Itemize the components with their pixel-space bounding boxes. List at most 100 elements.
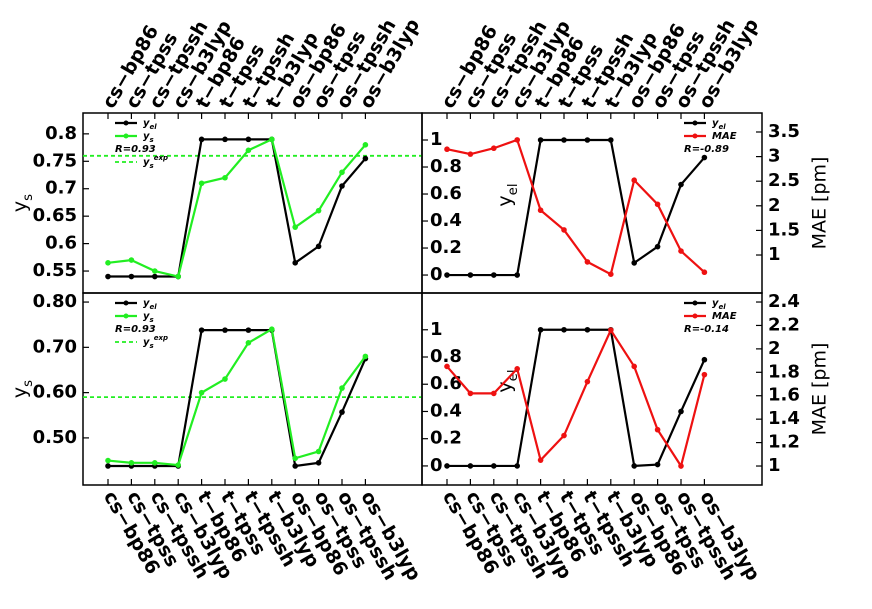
y-tick-label: 0.4	[430, 210, 462, 231]
data-point	[654, 201, 661, 208]
annotation: R=-0.14	[684, 324, 729, 335]
y2-tick-label: 1.5	[768, 219, 800, 240]
label-sub: el	[719, 123, 727, 131]
annotation: R=-0.89	[684, 144, 729, 155]
plot-frame	[421, 292, 763, 486]
data-point	[467, 272, 474, 278]
data-point	[245, 136, 252, 143]
legend-marker	[123, 120, 129, 126]
data-point	[467, 390, 474, 397]
data-point	[561, 227, 567, 233]
data-point	[245, 327, 252, 333]
label-main: y	[143, 131, 150, 142]
label-sup: exp	[154, 154, 168, 162]
data-point	[128, 257, 135, 263]
data-point	[269, 326, 275, 333]
label: ys	[143, 311, 154, 324]
data-point	[584, 259, 591, 265]
data-point	[514, 463, 520, 469]
data-point	[467, 463, 474, 469]
y-tick-label: 0.7	[45, 178, 77, 199]
data-point	[362, 155, 369, 162]
label-sub: s	[150, 316, 154, 324]
data-point	[315, 460, 322, 466]
label: yel	[494, 183, 521, 206]
data-point	[537, 137, 544, 143]
label: ys	[9, 380, 36, 398]
label-sub: el	[150, 303, 158, 311]
data-point	[561, 137, 567, 143]
label: MAE	[712, 311, 737, 322]
label-main: MAE	[712, 131, 737, 142]
data-point	[444, 463, 450, 469]
label-sub: s	[150, 162, 154, 170]
data-point	[245, 147, 252, 154]
y-tick-label: 0.65	[33, 205, 77, 226]
data-point	[491, 463, 497, 469]
y2-tick-label: 2	[768, 195, 781, 216]
data-point	[175, 462, 181, 468]
label-main: y	[9, 387, 31, 398]
y-tick-label: 0.2	[430, 428, 462, 449]
label: ysexp	[143, 154, 168, 170]
legend-marker	[692, 300, 698, 306]
y-tick-label: 0.4	[430, 400, 462, 421]
y-tick-label: 1	[430, 319, 443, 340]
data-point	[292, 455, 299, 462]
data-point	[514, 365, 520, 372]
y2-tick-label: 3.5	[768, 121, 800, 142]
data-point	[608, 137, 614, 143]
data-point	[222, 327, 228, 333]
data-point	[701, 269, 708, 276]
data-point	[198, 136, 205, 143]
data-point	[514, 272, 520, 278]
data-point	[444, 272, 450, 278]
label-main: MAE	[712, 311, 737, 322]
data-point	[198, 327, 205, 333]
data-point	[339, 183, 345, 189]
label: ys	[9, 194, 36, 212]
data-point	[491, 272, 497, 278]
data-point	[245, 340, 252, 346]
legend-marker	[123, 300, 129, 306]
data-point	[654, 243, 661, 250]
y2-tick-label: 1.4	[768, 408, 800, 429]
legend-marker	[123, 133, 129, 139]
y2-tick-label: 2.2	[768, 314, 800, 335]
data-point	[631, 260, 637, 266]
y-tick-label: 0.60	[33, 382, 77, 403]
label-sub: s	[150, 342, 154, 350]
data-point	[292, 260, 299, 266]
y2-tick-label: 2.5	[768, 170, 800, 191]
data-point	[537, 457, 544, 463]
y-tick-label: 0.6	[430, 183, 462, 204]
label: yel	[712, 118, 726, 131]
data-point	[584, 137, 591, 143]
data-point	[105, 463, 111, 469]
data-point	[222, 174, 228, 181]
label-main: y	[9, 201, 31, 212]
y-tick-label: 0.6	[430, 373, 462, 394]
label-sup: exp	[154, 334, 168, 342]
label-main: y	[143, 157, 150, 168]
data-point	[128, 273, 135, 280]
y2-tick-label: 1.6	[768, 385, 800, 406]
data-point	[678, 248, 684, 254]
label-main: y	[494, 195, 516, 206]
data-point	[198, 180, 205, 187]
label-sub: el	[506, 183, 521, 195]
data-point	[339, 385, 345, 391]
series-line	[108, 138, 367, 278]
data-point	[444, 363, 450, 370]
data-point	[105, 260, 111, 266]
y-tick-label: 0.8	[430, 156, 462, 177]
label: ys	[143, 131, 154, 144]
label-main: y	[143, 298, 150, 309]
label: yel	[143, 298, 157, 311]
data-point	[362, 353, 369, 360]
data-point	[608, 271, 614, 278]
data-point	[491, 390, 497, 397]
data-point	[678, 408, 684, 415]
label-sub: el	[719, 303, 727, 311]
